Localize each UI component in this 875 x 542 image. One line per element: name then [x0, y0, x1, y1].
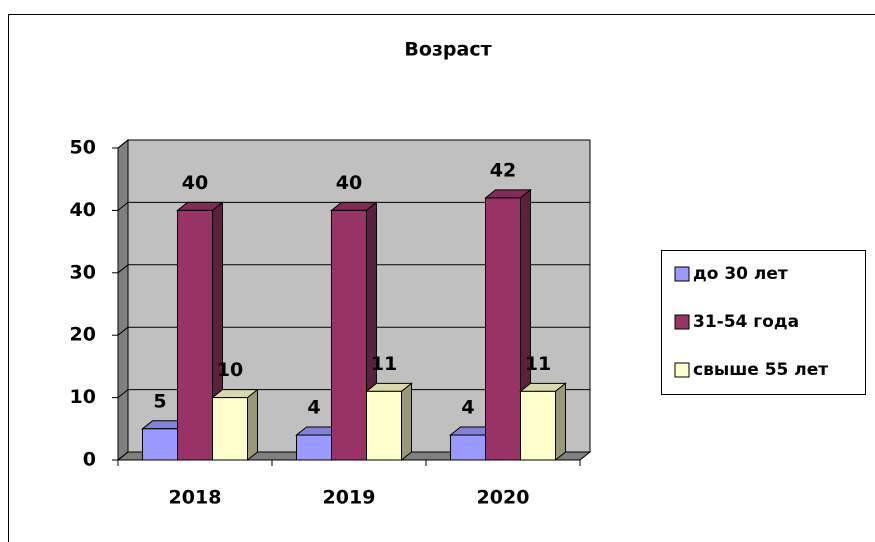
- bar: [331, 209, 367, 461]
- data-label: 40: [336, 172, 362, 194]
- bar: [177, 209, 213, 461]
- chart-title: Возраст: [404, 39, 491, 61]
- grid-line-side: [117, 326, 129, 336]
- grid-line-side: [117, 451, 129, 461]
- bar-side: [247, 388, 258, 462]
- legend-swatch: [674, 362, 690, 378]
- side-wall: [117, 138, 129, 462]
- y-tick-label: 30: [70, 261, 96, 283]
- bar-side: [401, 382, 412, 462]
- x-tick-label: 2020: [477, 487, 530, 509]
- data-label: 10: [217, 359, 243, 381]
- legend-label: до 30 лет: [693, 264, 788, 284]
- bar-side: [555, 382, 566, 462]
- data-label: 4: [307, 397, 320, 419]
- x-tick-label: 2018: [169, 487, 222, 509]
- grid-line-side: [117, 264, 129, 274]
- data-label: 5: [153, 390, 166, 412]
- grid-line-side: [117, 202, 129, 211]
- x-tick-label: 2019: [323, 487, 376, 509]
- bar: [366, 390, 402, 461]
- y-tick-label: 40: [70, 199, 96, 221]
- bar: [520, 390, 556, 461]
- bar: [142, 428, 178, 461]
- legend-label: 31-54 года: [693, 312, 799, 332]
- bar: [450, 434, 486, 461]
- bar: [212, 397, 248, 461]
- y-tick-label: 20: [70, 324, 96, 346]
- y-tick-label: 0: [83, 449, 96, 471]
- data-label: 11: [525, 353, 551, 375]
- y-tick-label: 10: [70, 386, 96, 408]
- grid-line-side: [117, 389, 129, 398]
- grid-line-side: [117, 139, 129, 149]
- data-label: 42: [490, 159, 516, 181]
- legend-box: [661, 250, 866, 395]
- legend-label: свыше 55 лет: [693, 360, 828, 380]
- data-label: 4: [461, 397, 474, 419]
- bar: [296, 434, 332, 461]
- data-label: 40: [182, 172, 208, 194]
- data-label: 11: [371, 353, 397, 375]
- y-tick-label: 50: [70, 137, 96, 159]
- legend-swatch: [674, 266, 690, 282]
- legend-swatch: [674, 314, 690, 330]
- bar: [485, 197, 521, 461]
